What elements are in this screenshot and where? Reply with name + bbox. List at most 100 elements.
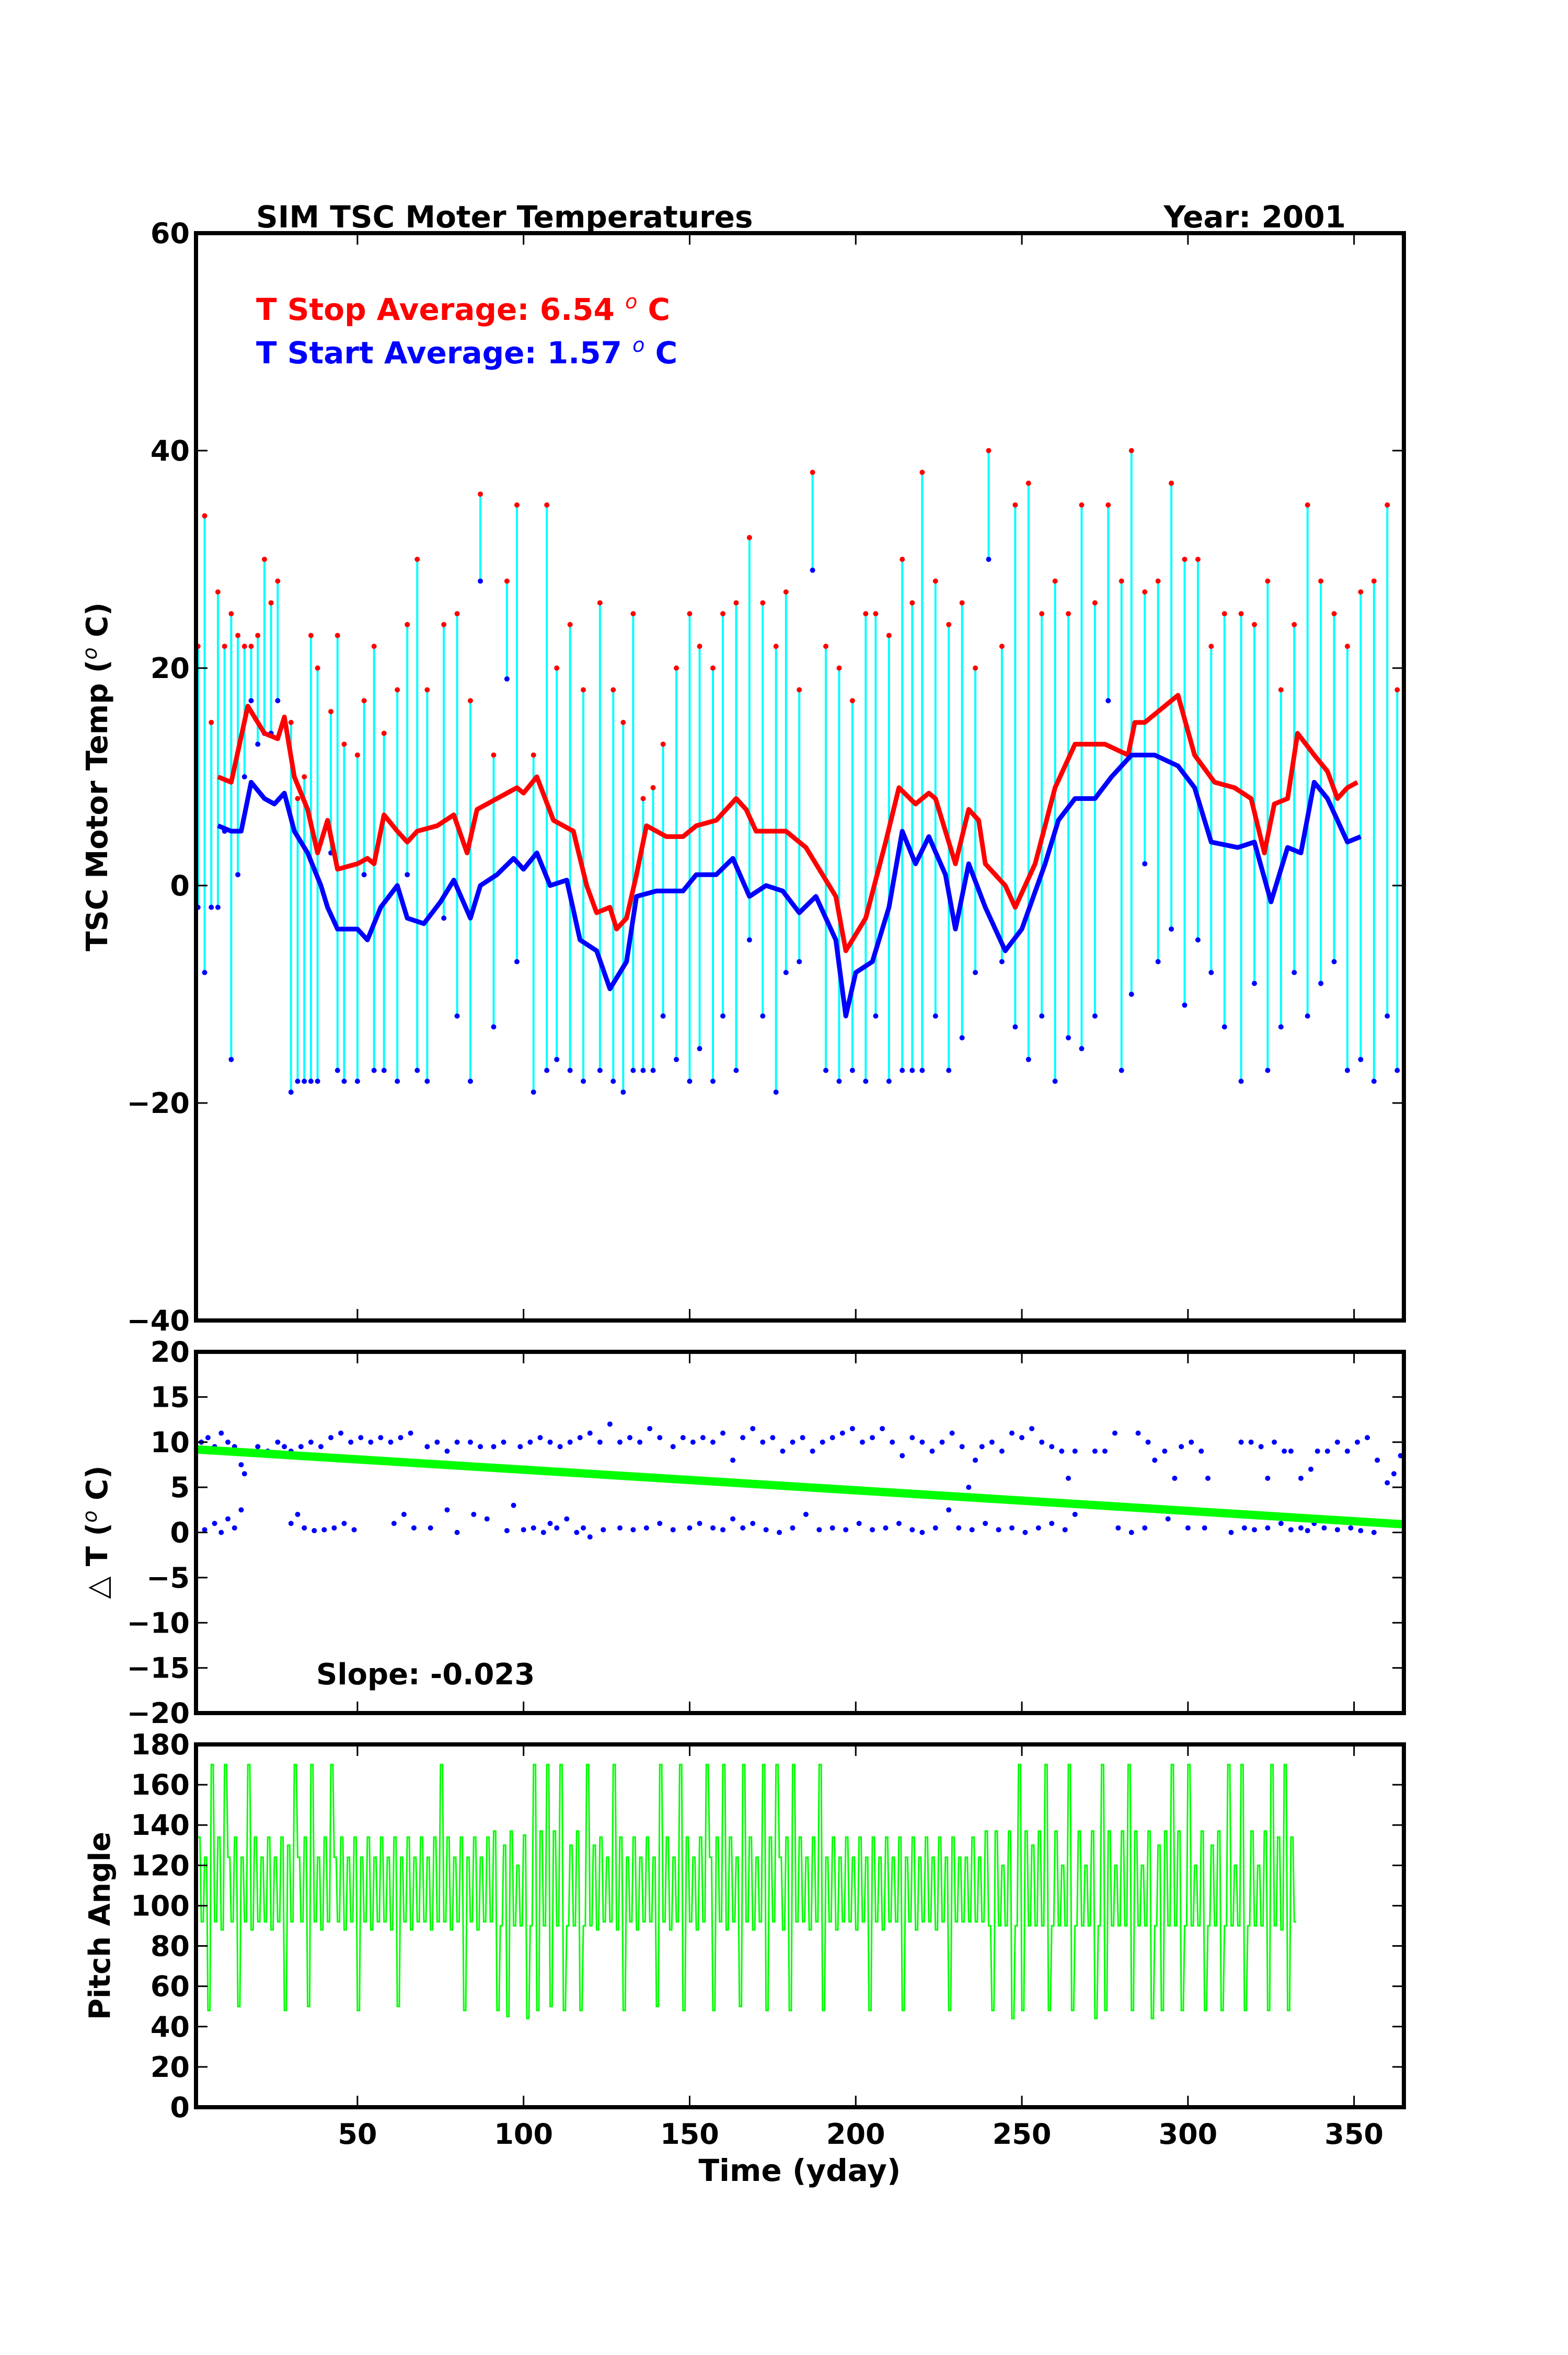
degree-super: o bbox=[625, 290, 637, 313]
delta-t-point bbox=[969, 1527, 975, 1533]
stop-temp-point bbox=[1394, 687, 1400, 693]
delta-t-point bbox=[919, 1439, 925, 1445]
start-temp-point bbox=[288, 1089, 294, 1095]
stop-temp-point bbox=[823, 644, 829, 649]
start-temp-point bbox=[1385, 1013, 1390, 1019]
stop-temp-point bbox=[581, 687, 586, 693]
delta-t-point bbox=[1179, 1444, 1184, 1450]
y-tick-label: −10 bbox=[127, 1606, 190, 1639]
start-temp-point bbox=[919, 1067, 925, 1073]
axes-frame bbox=[194, 1350, 1406, 1715]
delta-t-point bbox=[829, 1435, 835, 1441]
delta-t-point bbox=[401, 1511, 407, 1517]
start-temp-point bbox=[1394, 1067, 1400, 1073]
fit-line bbox=[195, 1445, 1404, 1529]
delta-t-point bbox=[1241, 1525, 1247, 1531]
stop-temp-point bbox=[308, 633, 314, 638]
delta-t-point bbox=[1185, 1525, 1191, 1531]
delta-t-point bbox=[790, 1525, 795, 1531]
stop-temp-point bbox=[1195, 557, 1201, 562]
stop-temp-point bbox=[1385, 502, 1390, 508]
start-temp-point bbox=[986, 557, 991, 562]
stop-temp-point bbox=[650, 785, 656, 790]
stop-average-label: T Stop Average: 6.54 o C bbox=[256, 290, 670, 327]
start-temp-point bbox=[710, 1078, 716, 1084]
stop-temp-point bbox=[810, 469, 815, 475]
delta-t-point bbox=[870, 1435, 875, 1441]
delta-t-point bbox=[302, 1525, 307, 1531]
start-temp-point bbox=[597, 1067, 603, 1073]
delta-t-point bbox=[1278, 1521, 1284, 1526]
start-temp-point bbox=[610, 1078, 616, 1084]
start-temp-point bbox=[900, 1067, 905, 1073]
start-temp-point bbox=[1238, 1078, 1244, 1084]
start-temp-point bbox=[660, 1013, 666, 1019]
plot-area bbox=[195, 1421, 1404, 1540]
stop-temp-point bbox=[697, 644, 702, 649]
delta-t-point bbox=[740, 1435, 746, 1441]
stop-temp-point bbox=[395, 687, 400, 693]
start-temp-point bbox=[1142, 861, 1148, 867]
stop-temp-point bbox=[268, 600, 274, 606]
stop-temp-point bbox=[295, 796, 301, 801]
delta-t-point bbox=[1251, 1527, 1257, 1533]
stop-temp-point bbox=[674, 665, 679, 671]
delta-t-point bbox=[531, 1525, 536, 1531]
stop-temp-point bbox=[222, 644, 227, 649]
delta-t-point bbox=[909, 1435, 915, 1441]
start-temp-point bbox=[514, 959, 520, 964]
temperature-y-axis-label: TSC Motor Temp (o C) bbox=[78, 602, 114, 951]
delta-t-point bbox=[710, 1525, 716, 1531]
delta-t-point bbox=[504, 1528, 510, 1534]
start-temp-point bbox=[341, 1078, 347, 1084]
delta-t-point bbox=[1205, 1475, 1211, 1481]
delta-t-point bbox=[454, 1530, 460, 1535]
delta-t-point bbox=[1066, 1475, 1071, 1481]
start-temp-point bbox=[810, 567, 815, 573]
start-temp-point bbox=[773, 1089, 779, 1095]
ylabel-text: TSC Motor Temp ( bbox=[80, 660, 114, 951]
stop-temp-point bbox=[946, 622, 952, 627]
delta-t-point bbox=[331, 1525, 337, 1531]
delta-t-point bbox=[896, 1521, 902, 1526]
delta-t-point bbox=[1358, 1528, 1364, 1534]
delta-t-point bbox=[1112, 1430, 1118, 1436]
stop-temp-point bbox=[261, 557, 267, 562]
delta-t-point bbox=[657, 1521, 663, 1526]
start-temp-point bbox=[295, 1078, 301, 1084]
stop-temp-point bbox=[1238, 611, 1244, 616]
stop-temp-point bbox=[986, 448, 991, 453]
start-temp-point bbox=[255, 741, 261, 747]
delta-t-point bbox=[720, 1527, 726, 1533]
delta-t-point bbox=[979, 1444, 985, 1450]
stop-temp-point bbox=[1066, 611, 1071, 616]
delta-t-point bbox=[1165, 1516, 1171, 1522]
stop-temp-point bbox=[341, 741, 347, 747]
start-temp-point bbox=[1195, 937, 1201, 943]
stop-temp-point bbox=[248, 644, 254, 649]
stop-temp-point bbox=[215, 589, 221, 595]
stop-temp-point bbox=[1318, 578, 1324, 584]
y-tick-label: 40 bbox=[151, 2011, 190, 2043]
delta-t-point bbox=[1092, 1449, 1098, 1454]
start-temp-point bbox=[1221, 1024, 1227, 1030]
start-temp-point bbox=[1012, 1024, 1018, 1030]
stop-temp-point bbox=[381, 730, 387, 736]
delta-t-point bbox=[547, 1439, 553, 1445]
start-temp-point bbox=[1318, 981, 1324, 986]
delta-t-point bbox=[630, 1527, 636, 1533]
degree-super: o bbox=[78, 647, 101, 659]
delta-t-point bbox=[1072, 1511, 1078, 1517]
y-tick-label: 60 bbox=[151, 1970, 190, 2003]
stop-temp-point bbox=[1155, 578, 1161, 584]
delta-t-point bbox=[856, 1521, 862, 1526]
start-temp-point bbox=[674, 1056, 679, 1062]
delta-t-point bbox=[341, 1521, 347, 1526]
delta-t-point bbox=[800, 1435, 805, 1441]
start-temp-point bbox=[886, 1078, 892, 1084]
chart-title: SIM TSC Moter Temperatures bbox=[256, 199, 753, 235]
delta-t-point bbox=[348, 1439, 354, 1445]
stop-temp-point bbox=[209, 720, 214, 725]
delta-t-point bbox=[929, 1449, 935, 1454]
stop-temp-point bbox=[288, 720, 294, 725]
